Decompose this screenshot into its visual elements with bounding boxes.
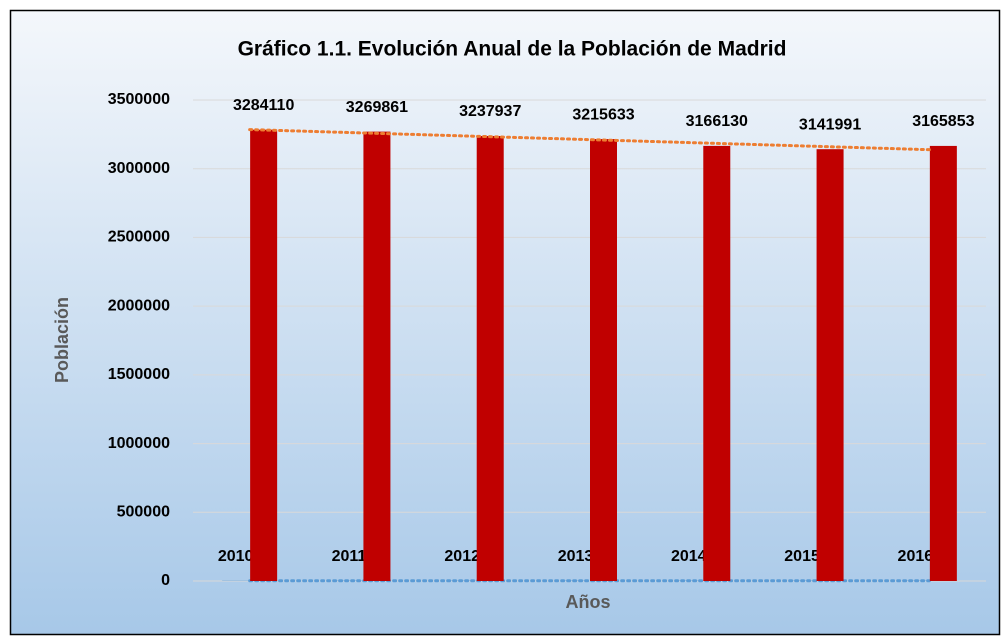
y-axis-title: Población [52, 297, 72, 383]
data-label: 3166130 [686, 113, 748, 130]
bar [363, 131, 391, 581]
data-label: 2016 [898, 548, 934, 565]
data-label: 2014 [671, 548, 707, 565]
chart-title: Gráfico 1.1. Evolución Anual de la Pobla… [238, 38, 787, 61]
data-label: 2013 [558, 548, 594, 565]
data-label: 3215633 [572, 106, 634, 123]
bar [250, 129, 278, 582]
data-label: 3237937 [459, 103, 521, 120]
trendline [248, 128, 931, 152]
bar [476, 136, 504, 581]
bar [703, 145, 731, 581]
y-tick-label: 1000000 [108, 435, 170, 452]
data-label: 2015 [784, 548, 820, 565]
data-label: 2010 [218, 548, 254, 565]
data-label: 3269861 [346, 99, 408, 116]
y-tick-label: 3500000 [108, 91, 170, 108]
data-label: 3165853 [912, 113, 974, 130]
bar [929, 145, 957, 582]
y-tick-label: 3000000 [108, 160, 170, 177]
y-tick-label: 2500000 [108, 229, 170, 246]
bar [590, 139, 617, 582]
x-axis-title: Años [566, 592, 611, 612]
data-label: 3141991 [799, 116, 861, 133]
y-tick-label: 0 [161, 572, 170, 589]
y-tick-label: 500000 [117, 504, 170, 521]
y-tick-label: 1500000 [108, 366, 170, 383]
y-tick-label: 2000000 [108, 297, 170, 314]
data-label: 2012 [444, 548, 480, 565]
bar [816, 149, 844, 581]
data-label: 2011 [332, 548, 367, 565]
data-label: 3284110 [233, 97, 295, 114]
